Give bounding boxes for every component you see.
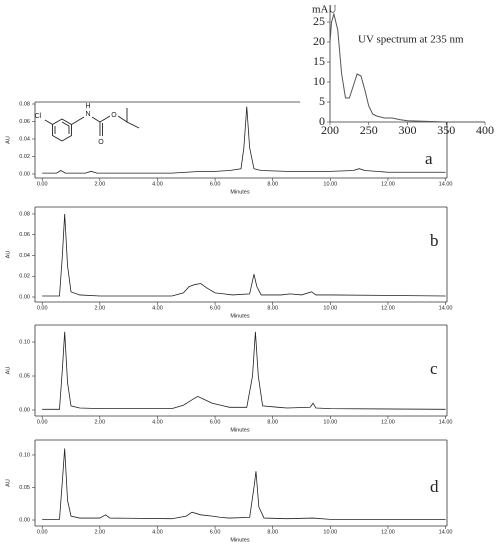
y-tick-label: 20 bbox=[313, 34, 325, 48]
y-axis-label: AU bbox=[5, 136, 11, 144]
x-tick-label: 250 bbox=[360, 123, 378, 137]
panel-label: c bbox=[430, 359, 438, 378]
x-tick-label: 12.00 bbox=[381, 529, 395, 535]
x-tick-label: 2.00 bbox=[94, 181, 105, 187]
x-tick-label: 14.00 bbox=[439, 419, 453, 425]
x-tick-label: 300 bbox=[399, 123, 417, 137]
cl-bond bbox=[44, 119, 53, 125]
x-tick-label: 6.00 bbox=[210, 305, 221, 311]
y-axis-label: AU bbox=[5, 367, 11, 375]
y-tick-label: 0.08 bbox=[19, 211, 30, 217]
atom-label: H bbox=[85, 103, 90, 110]
atom-label: O bbox=[98, 139, 104, 146]
x-tick-label: 12.00 bbox=[381, 181, 395, 187]
x-tick-label: 200 bbox=[321, 123, 339, 137]
x-tick-label: 6.00 bbox=[210, 529, 221, 535]
y-tick-label: 0 bbox=[319, 114, 325, 128]
y-axis-label: AU bbox=[5, 251, 11, 259]
x-tick-label: 6.00 bbox=[210, 419, 221, 425]
y-tick-label: 0.00 bbox=[19, 171, 30, 177]
x-tick-label: 400 bbox=[476, 123, 494, 137]
y-tick-label: 0.05 bbox=[19, 373, 30, 379]
x-tick-label: 12.00 bbox=[381, 419, 395, 425]
x-axis-label: Minutes bbox=[230, 313, 250, 319]
y-tick-label: 0.06 bbox=[19, 119, 30, 125]
y-tick-label: 25 bbox=[313, 14, 325, 28]
c-bond bbox=[91, 116, 101, 123]
atom-label: Cl bbox=[35, 113, 42, 120]
y-axis-label: AU bbox=[5, 479, 11, 487]
x-tick-label: 10.00 bbox=[323, 419, 337, 425]
x-tick-label: 14.00 bbox=[439, 181, 453, 187]
chart-title: UV spectrum at 235 nm bbox=[358, 34, 464, 46]
trace bbox=[42, 106, 446, 174]
y-tick-label: 0.06 bbox=[19, 232, 30, 238]
panel-label: d bbox=[430, 477, 439, 496]
y-tick-label: 0.05 bbox=[19, 485, 30, 491]
x-tick-label: 350 bbox=[437, 123, 455, 137]
x-tick-label: 6.00 bbox=[210, 181, 221, 187]
x-tick-label: 0.00 bbox=[37, 181, 48, 187]
panel-label: b bbox=[430, 231, 439, 250]
atom-label: N bbox=[85, 111, 90, 118]
y-tick-label: 0.02 bbox=[19, 154, 30, 160]
x-axis-label: Minutes bbox=[230, 427, 250, 433]
y-tick-label: 0.08 bbox=[19, 101, 30, 107]
n-bond bbox=[71, 116, 85, 125]
x-tick-label: 8.00 bbox=[267, 419, 278, 425]
y-tick-label: 0.10 bbox=[19, 339, 30, 345]
x-tick-label: 2.00 bbox=[94, 419, 105, 425]
structure bbox=[44, 108, 140, 142]
x-tick-label: 2.00 bbox=[94, 529, 105, 535]
ring-bond bbox=[61, 121, 70, 134]
isopropyl-bond bbox=[126, 121, 140, 129]
x-tick-label: 0.00 bbox=[37, 419, 48, 425]
x-tick-label: 0.00 bbox=[37, 529, 48, 535]
x-tick-label: 8.00 bbox=[267, 529, 278, 535]
y-axis-label: mAU bbox=[312, 4, 337, 16]
trace bbox=[42, 331, 446, 410]
x-tick-label: 0.00 bbox=[37, 305, 48, 311]
x-tick-label: 4.00 bbox=[152, 419, 163, 425]
x-tick-label: 10.00 bbox=[323, 181, 337, 187]
x-tick-label: 14.00 bbox=[439, 529, 453, 535]
trace bbox=[42, 213, 446, 297]
atom-label: O bbox=[111, 112, 117, 119]
x-axis-label: Minutes bbox=[230, 189, 250, 195]
y-tick-label: 0.00 bbox=[19, 407, 30, 413]
x-tick-label: 4.00 bbox=[152, 181, 163, 187]
panel-label: a bbox=[425, 149, 433, 168]
y-tick-label: 0.10 bbox=[19, 452, 30, 458]
x-tick-label: 14.00 bbox=[439, 305, 453, 311]
trace bbox=[329, 12, 485, 123]
x-tick-label: 8.00 bbox=[267, 305, 278, 311]
x-tick-label: 8.00 bbox=[267, 181, 278, 187]
ester-bond bbox=[99, 115, 111, 123]
isopropyl-bond bbox=[117, 108, 128, 123]
y-tick-label: 0.00 bbox=[19, 517, 30, 523]
x-tick-label: 4.00 bbox=[152, 529, 163, 535]
y-tick-label: 0.00 bbox=[19, 294, 30, 300]
y-tick-label: 15 bbox=[313, 54, 325, 68]
y-tick-label: 0.04 bbox=[19, 253, 30, 259]
x-tick-label: 10.00 bbox=[323, 529, 337, 535]
x-axis-label: Minutes bbox=[230, 537, 250, 543]
y-tick-label: 0.02 bbox=[19, 274, 30, 280]
y-tick-label: 10 bbox=[313, 74, 325, 88]
y-tick-label: 5 bbox=[319, 94, 325, 108]
y-tick-label: 0.04 bbox=[19, 136, 30, 142]
x-tick-label: 2.00 bbox=[94, 305, 105, 311]
x-tick-label: 4.00 bbox=[152, 305, 163, 311]
x-tick-label: 12.00 bbox=[381, 305, 395, 311]
x-tick-label: 10.00 bbox=[323, 305, 337, 311]
trace bbox=[42, 448, 446, 520]
